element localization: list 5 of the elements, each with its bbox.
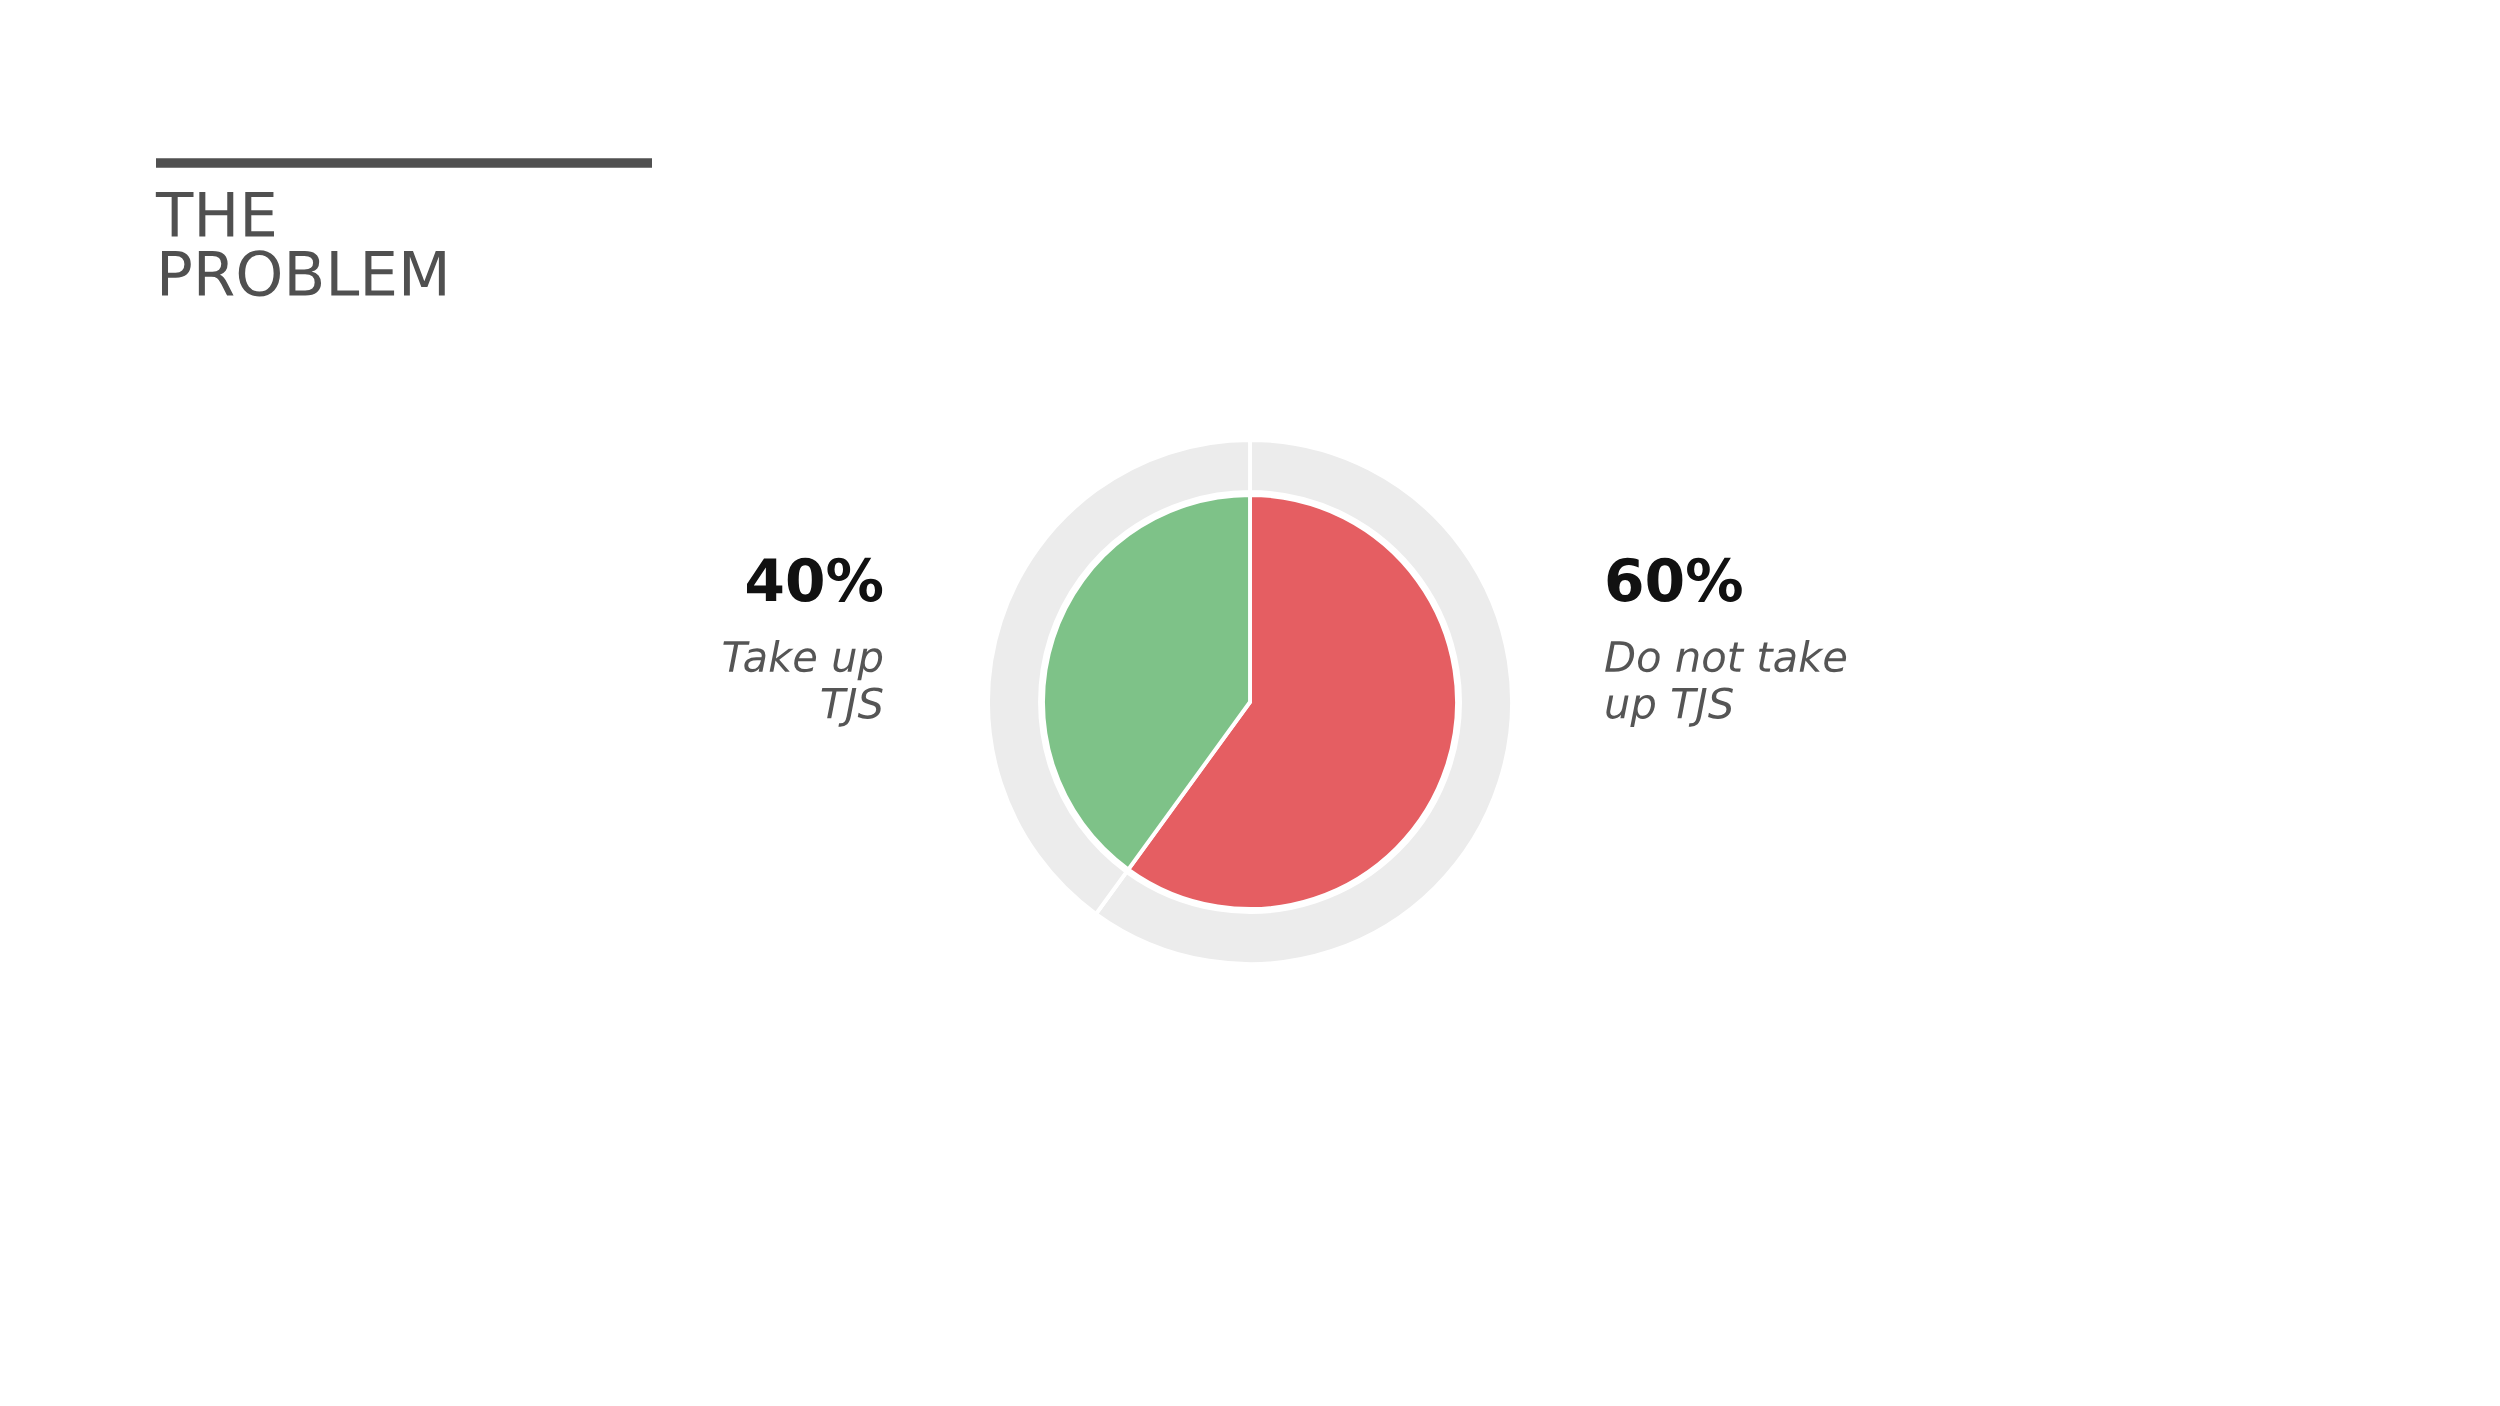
text: 60% [1607,557,1742,602]
slice-label: Do not take up TJS [1605,640,1847,727]
chart-title: THE PROBLEM [155,191,445,297]
text: 40% [747,557,883,602]
slice-label: Take up TJS [723,640,883,727]
